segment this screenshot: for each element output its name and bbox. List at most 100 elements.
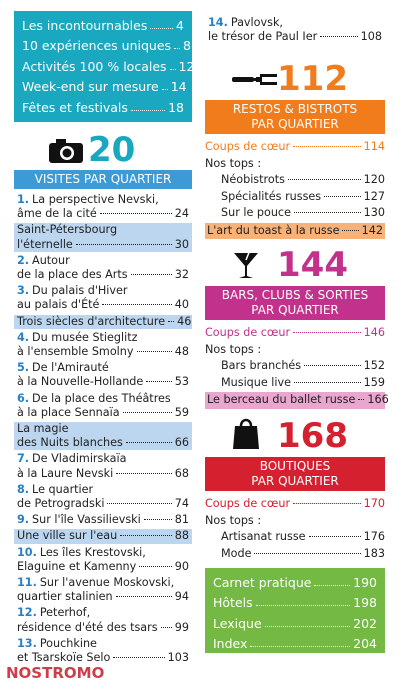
page-number: 30	[174, 237, 189, 251]
feature-entry: La magie des Nuits blanches 66	[14, 422, 192, 451]
entry-text: Sur l'avenue Moskovski,	[39, 576, 175, 590]
page-number: 127	[363, 189, 385, 203]
entry-line: 14. Pavlovsk,	[208, 16, 382, 30]
section-title: BARS, CLUBS & SORTIES	[221, 288, 369, 302]
feature-entry: Saint-Pétersbourg l'éternelle 30	[14, 223, 192, 252]
section-bar: RESTOS & BISTROTS PAR QUARTIER	[205, 100, 385, 134]
entry-line: 2. Autour	[17, 254, 189, 268]
toc-label: Les incontournables	[22, 17, 148, 33]
toc-label: Artisanat russe	[221, 530, 306, 543]
toc-row: Hôtels 198	[213, 593, 377, 614]
page-number: 32	[174, 268, 189, 282]
page-number: 18	[168, 99, 184, 115]
entry-line: La magie	[17, 422, 189, 436]
toc-label: Spécialités russes	[221, 189, 322, 203]
entry-line: 9. Sur l'île Vassilievski 81	[17, 513, 189, 527]
entry-text: à l'ensemble Smolny	[17, 345, 134, 359]
entry-text: De la place des Théâtres	[32, 391, 171, 405]
entry-number: 9.	[17, 513, 30, 527]
entry-line: de la place des Arts 32	[17, 268, 189, 282]
entry-line: au palais d'Été 40	[17, 298, 189, 312]
leader	[120, 535, 172, 537]
entry-text: Peterhof,	[39, 606, 91, 620]
entry-line: quartier stalinien 94	[17, 590, 189, 604]
entry-text: De Vladimirskaïa	[32, 452, 127, 466]
entry-number: 4.	[17, 330, 30, 344]
page-number: 103	[167, 651, 189, 665]
entry-line: 6. De la place des Théâtres	[17, 392, 189, 406]
feature-entry: Trois siècles d'architecture 46	[14, 314, 192, 329]
leader	[107, 503, 172, 505]
entry-number: 14.	[208, 16, 228, 29]
section-title: PAR QUARTIER	[251, 303, 339, 317]
visites-list: 1. La perspective Nevski, âme de la cité 24…	[14, 193, 192, 667]
entry-text: de la place des Arts	[17, 268, 128, 282]
entry-text: Les îles Krestovski,	[39, 545, 146, 559]
leader	[146, 381, 172, 383]
page-number: 142	[361, 223, 383, 237]
section-title: BOUTIQUES	[259, 459, 331, 473]
toc-row: 10 expériences uniques 8	[22, 36, 191, 57]
entry-number: 7.	[17, 452, 30, 466]
toc-row: Coups de cœur 170	[205, 496, 385, 513]
toc-row: Les incontournables 4	[22, 15, 184, 36]
entry-text: l'éternelle	[17, 237, 73, 251]
watermark: NOSTROMO	[6, 664, 105, 682]
toc-label: Musique live	[221, 375, 292, 389]
toc-row: Coups de cœur 114	[205, 139, 385, 156]
entry-line: résidence d'été des tsars 99	[17, 621, 189, 635]
toc-row: Artisanat russe 176	[205, 529, 385, 546]
toc-label: Coups de cœur	[205, 326, 291, 339]
leader	[308, 536, 361, 537]
section: 144 BARS, CLUBS & SORTIES PAR QUARTIER Coup…	[205, 245, 389, 409]
visites-list-cont: 14. Pavlovsk, le trésor de Paul Ier 108	[205, 16, 385, 46]
toc-row: Lexique 202	[213, 613, 377, 634]
leader	[161, 89, 168, 91]
toc-entry: 13. Pouchkine et Tsarskoïe Selo 103	[14, 637, 192, 665]
page-number: 183	[363, 546, 385, 560]
leader	[320, 36, 358, 38]
entry-line: le trésor de Paul Ier 108	[208, 30, 382, 44]
entry-line: Trois siècles d'architecture 46	[17, 314, 192, 329]
toc-row: Index 204	[213, 634, 377, 655]
leader	[75, 243, 172, 245]
feature-entry: Une ville sur l'eau 88	[14, 529, 192, 544]
leader	[293, 212, 361, 213]
toc-row: Spécialités russes 127	[205, 189, 385, 206]
toc-row: Activités 100 % locales 12	[22, 56, 194, 77]
entry-number: 12.	[17, 606, 37, 620]
leader	[250, 646, 351, 648]
entry-number: 1.	[17, 193, 30, 206]
leader	[314, 584, 351, 586]
page-number: 46	[177, 314, 192, 328]
toc-label: L'art du toast à la russe	[207, 223, 340, 237]
toc-label: Bars branchés	[221, 359, 302, 372]
leader	[293, 146, 361, 147]
section-number: 144	[277, 245, 348, 285]
entry-line: 13. Pouchkine	[17, 637, 189, 651]
toc-label: Coups de cœur	[205, 497, 291, 510]
toc-label: Week-end sur mesure	[22, 79, 159, 95]
toc-row: Coups de cœur 146	[205, 325, 385, 342]
section: 168 BOUTIQUES PAR QUARTIER Coups de cœur 170…	[205, 419, 385, 562]
toc-entry: 14. Pavlovsk, le trésor de Paul Ier 108	[205, 16, 385, 44]
entry-text: de Petrogradski	[17, 497, 105, 511]
page-number: 53	[174, 375, 189, 389]
page-number: 204	[353, 636, 377, 652]
toc-label: Index	[213, 636, 248, 652]
section: 112 RESTOS & BISTROTS PAR QUARTIER Coups de…	[205, 62, 385, 239]
entry-text: à la Nouvelle-Hollande	[17, 375, 144, 389]
page-number: 94	[174, 590, 189, 604]
entry-line: 4. Du musée Stieglitz	[17, 331, 189, 345]
entry-number: 13.	[17, 636, 37, 650]
leader	[130, 274, 172, 276]
page-number: 166	[367, 393, 389, 406]
practical-box: Carnet pratique 190 Hôtels 198 Lexique 202 Ind…	[205, 568, 385, 653]
toc-label: Hôtels	[213, 595, 253, 611]
page-number: 130	[363, 206, 385, 219]
leader	[255, 605, 351, 607]
section-bar: BARS, CLUBS & SORTIES PAR QUARTIER	[205, 286, 385, 320]
leader	[293, 332, 361, 333]
toc-entry: 4. Du musée Stieglitz à l'ensemble Smolny 4…	[14, 331, 192, 359]
